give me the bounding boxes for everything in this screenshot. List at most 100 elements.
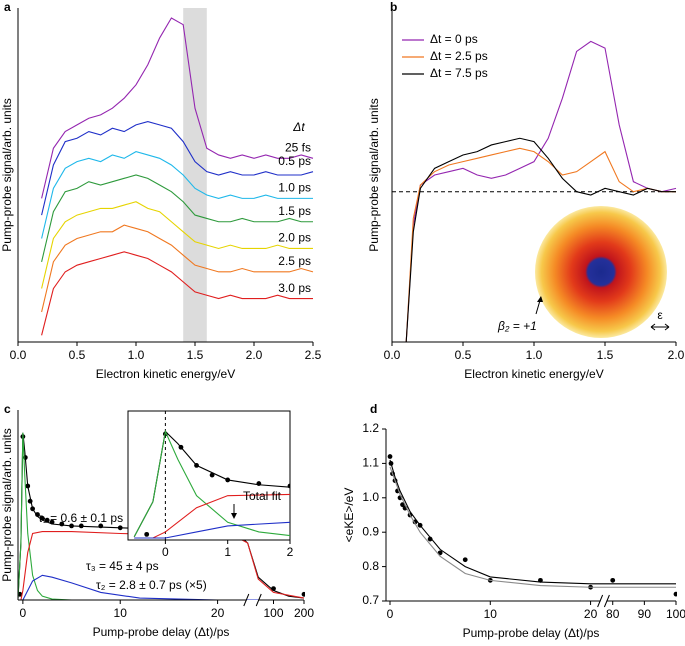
x-tick-label: 1 <box>224 545 231 559</box>
series-line <box>41 174 313 262</box>
x-tick-label: 1.0 <box>526 348 543 362</box>
series-line <box>405 137 676 342</box>
series-line <box>41 17 314 199</box>
x-tick-label: 10 <box>484 607 498 621</box>
axis-break <box>597 594 610 608</box>
series-line <box>405 147 676 342</box>
series-line <box>18 574 304 600</box>
x-tick-label: 10 <box>114 606 128 620</box>
series-line <box>41 201 313 289</box>
data-point <box>400 502 405 508</box>
legend-label: Δt = 0 ps <box>430 32 478 46</box>
data-point <box>427 536 433 542</box>
series-label: 1.0 ps <box>278 181 311 195</box>
data-point <box>209 472 215 478</box>
x-tick-label: 0.0 <box>384 348 401 362</box>
data-point <box>661 488 666 493</box>
x-tick-label: 20 <box>211 606 225 620</box>
axis-break <box>243 593 262 607</box>
annotation: ε <box>657 308 663 322</box>
x-tick-label: 20 <box>584 607 598 621</box>
x-tick-label: 2.5 <box>305 348 322 362</box>
data-point <box>144 531 150 537</box>
panel-label: c <box>4 402 11 416</box>
x-tick-label: 0.5 <box>69 348 86 362</box>
data-point <box>412 487 417 492</box>
y-tick-label: 1.1 <box>362 456 379 470</box>
data-point <box>610 577 616 583</box>
series-line <box>133 430 290 538</box>
series-label: 0.5 ps <box>278 154 311 168</box>
legend-label: Δt = 2.5 ps <box>430 49 488 63</box>
x-tick-label: 2.0 <box>246 348 263 362</box>
annotation-arrowhead <box>537 296 543 302</box>
x-axis-label: Pump-probe delay (Δt)/ps <box>93 625 230 639</box>
series-line <box>133 429 290 538</box>
y-axis-label: <eKE>/eV <box>342 488 356 543</box>
series-line <box>18 531 305 600</box>
series-label: τ₁ = 0.6 ± 0.1 ps <box>38 511 123 525</box>
series-label: 3.0 ps <box>278 281 311 295</box>
data-point <box>18 591 23 597</box>
series-line <box>18 432 304 600</box>
data-point <box>301 591 305 597</box>
x-axis-label: Electron kinetic energy/eV <box>96 367 235 381</box>
series-line <box>41 120 314 216</box>
x-tick-label: 100 <box>666 607 685 621</box>
vmi-image <box>535 206 667 338</box>
series-line <box>389 466 676 588</box>
data-point <box>673 591 677 597</box>
x-tick-label: 0 <box>162 545 169 559</box>
y-axis-label: Pump-probe signal/arb. units <box>0 428 14 581</box>
panel-label: d <box>370 402 377 416</box>
annotation-arrow <box>650 323 670 331</box>
x-tick-label: 100 <box>263 606 283 620</box>
x-tick-label: 0 <box>20 606 27 620</box>
x-tick-label: 1.5 <box>187 348 204 362</box>
series-line <box>41 251 313 336</box>
y-axis-label: Pump-probe signal/arb. units <box>0 98 14 251</box>
annotation: β₂ = +1 <box>497 319 537 333</box>
panel-label: b <box>390 0 397 14</box>
y-tick-label: 0.7 <box>362 593 379 607</box>
y-axis-label: Pump-probe signal/arb. units <box>367 98 381 251</box>
x-tick-label: 1.5 <box>597 348 614 362</box>
inset-frame <box>127 410 291 541</box>
y-tick-label: 1.0 <box>362 490 379 504</box>
y-tick-label: 0.8 <box>362 559 379 573</box>
series-label: 2.5 ps <box>278 254 311 268</box>
annotation-arrowhead <box>231 513 237 519</box>
legend-title: Δt <box>292 120 305 134</box>
series-label: τ₂ = 2.8 ± 0.7 ps (×5) <box>96 578 207 592</box>
series-label: 25 fs <box>285 140 311 154</box>
x-tick-label: 80 <box>606 607 620 621</box>
x-tick-label: 200 <box>294 606 314 620</box>
series-label: 2.0 ps <box>278 231 311 245</box>
x-tick-label: 2 <box>287 545 294 559</box>
x-tick-label: 0.0 <box>10 348 27 362</box>
x-tick-label: 2.0 <box>668 348 685 362</box>
x-tick-label: 0 <box>387 607 394 621</box>
series-line <box>389 459 676 585</box>
series-label: 1.5 ps <box>278 204 311 218</box>
data-point <box>387 454 393 459</box>
x-axis-label: Electron kinetic energy/eV <box>464 367 603 381</box>
data-point <box>462 557 468 563</box>
annotation: Total fit <box>243 489 282 503</box>
y-tick-label: 0.9 <box>362 524 379 538</box>
y-tick-label: 1.2 <box>362 421 379 435</box>
x-tick-label: 0.5 <box>455 348 472 362</box>
x-tick-label: 1.0 <box>128 348 145 362</box>
series-line <box>41 224 314 313</box>
x-axis-label: Pump-probe delay (Δt)/ps <box>463 626 600 640</box>
series-line <box>41 151 313 239</box>
series-line <box>405 40 677 342</box>
data-point <box>319 485 324 490</box>
data-point <box>35 512 40 517</box>
data-point <box>537 488 542 493</box>
panel-label: a <box>4 0 11 14</box>
series-line <box>134 493 290 539</box>
data-point <box>475 488 480 493</box>
legend-label: Δt = 7.5 ps <box>430 66 488 80</box>
